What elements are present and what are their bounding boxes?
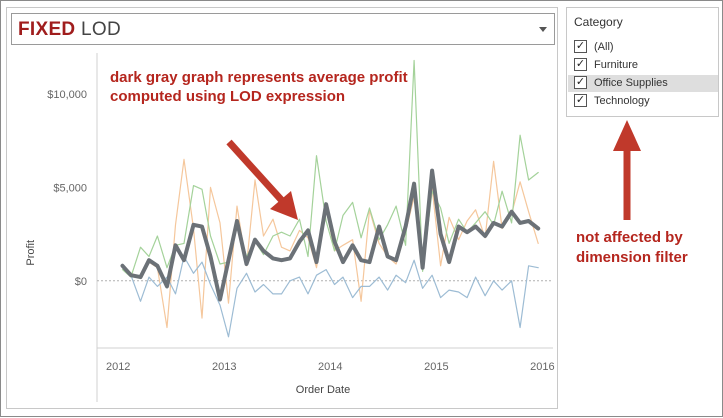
x-tick-label: 2015 (424, 361, 448, 373)
filter-title: Category (574, 15, 623, 29)
y-tick-label: $10,000 (47, 89, 87, 101)
filter-item-label: Technology (594, 95, 650, 107)
title-lod: LOD (75, 19, 121, 40)
title-dropdown[interactable]: FIXED LOD (11, 13, 555, 45)
x-axis-title: Order Date (296, 384, 350, 396)
checkbox-technology[interactable]: ✓ (574, 94, 587, 107)
category-filter-panel: Category ✓ (All) ✓ Furniture ✓ Office Su… (566, 7, 719, 117)
title-fixed: FIXED (18, 19, 76, 40)
annotation-gray-graph: dark gray graph represents average profi… (110, 69, 408, 105)
y-tick-label: $5,000 (53, 182, 87, 194)
filter-item-label: (All) (594, 41, 614, 53)
filter-item-all[interactable]: ✓ (All) (568, 39, 718, 56)
checkbox-furniture[interactable]: ✓ (574, 58, 587, 71)
filter-item-furniture[interactable]: ✓ Furniture (568, 57, 718, 74)
chevron-down-icon[interactable] (539, 27, 547, 32)
x-tick-label: 2016 (530, 361, 554, 373)
x-tick-label: 2012 (106, 361, 130, 373)
filter-item-label: Furniture (594, 59, 639, 71)
y-axis-title: Profit (25, 240, 37, 266)
series-line-3 (120, 168, 541, 302)
checkbox-all[interactable]: ✓ (574, 40, 587, 53)
series-line-0 (121, 158, 539, 329)
series-line-2 (121, 255, 539, 338)
filter-item-technology[interactable]: ✓ Technology (568, 93, 718, 110)
checkbox-office-supplies[interactable]: ✓ (574, 76, 587, 89)
title-text: FIXED LOD (18, 19, 121, 41)
y-tick-label: $0 (75, 276, 87, 288)
x-tick-label: 2014 (318, 361, 342, 373)
filter-item-label: Office Supplies (594, 77, 668, 89)
arrow-to-filter (613, 120, 641, 220)
x-tick-label: 2013 (212, 361, 236, 373)
annotation-dimension-filter: not affected by dimension filter (576, 229, 688, 266)
worksheet: FIXED LOD $0 $5,000 $10,000 2012 2013 2014 201… (6, 7, 558, 409)
filter-item-office-supplies[interactable]: ✓ Office Supplies (568, 75, 718, 92)
profit-line-chart: $0 $5,000 $10,000 2012 2013 2014 2015 2016 Order… (25, 53, 555, 402)
